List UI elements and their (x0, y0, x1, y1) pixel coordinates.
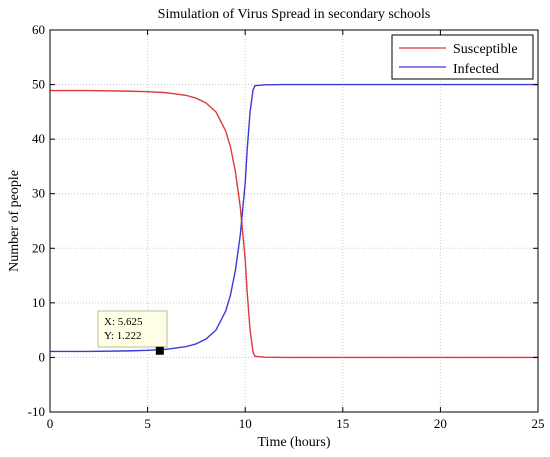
data-tip-x: X: 5.625 (104, 316, 143, 328)
y-tick-label: 20 (32, 240, 45, 255)
data-tip-box (97, 310, 168, 348)
plot-area (50, 30, 538, 412)
x-tick-label: 0 (47, 416, 54, 431)
x-tick-label: 20 (434, 416, 447, 431)
y-tick-label: 30 (32, 186, 45, 201)
x-tick-label: 10 (239, 416, 252, 431)
plot-frame (49, 29, 539, 413)
y-tick-label: 10 (32, 295, 45, 310)
y-tick-label: -10 (28, 404, 45, 419)
y-tick-label: 50 (32, 77, 45, 92)
legend-label-infected: Infected (453, 62, 499, 77)
data-tip-marker[interactable] (155, 346, 164, 355)
data-tip-y: Y: 1.222 (104, 330, 142, 342)
y-tick-label: 60 (32, 22, 45, 37)
x-tick-label: 5 (144, 416, 151, 431)
x-tick-label: 15 (336, 416, 349, 431)
x-axis-label: Time (hours) (258, 435, 331, 450)
y-axis-label: Number of people (7, 170, 22, 272)
y-tick-label: 0 (39, 349, 46, 364)
x-tick-label: 25 (532, 416, 545, 431)
series-line-susceptible (50, 89, 538, 359)
y-tick-label: 40 (32, 131, 45, 146)
data-tip[interactable]: X: 5.625 Y: 1.222 (97, 310, 168, 355)
legend-box (391, 34, 534, 80)
legend-label-susceptible: Susceptible (453, 42, 518, 57)
chart-title: Simulation of Virus Spread in secondary … (158, 7, 431, 22)
legend: Susceptible Infected (391, 34, 534, 80)
